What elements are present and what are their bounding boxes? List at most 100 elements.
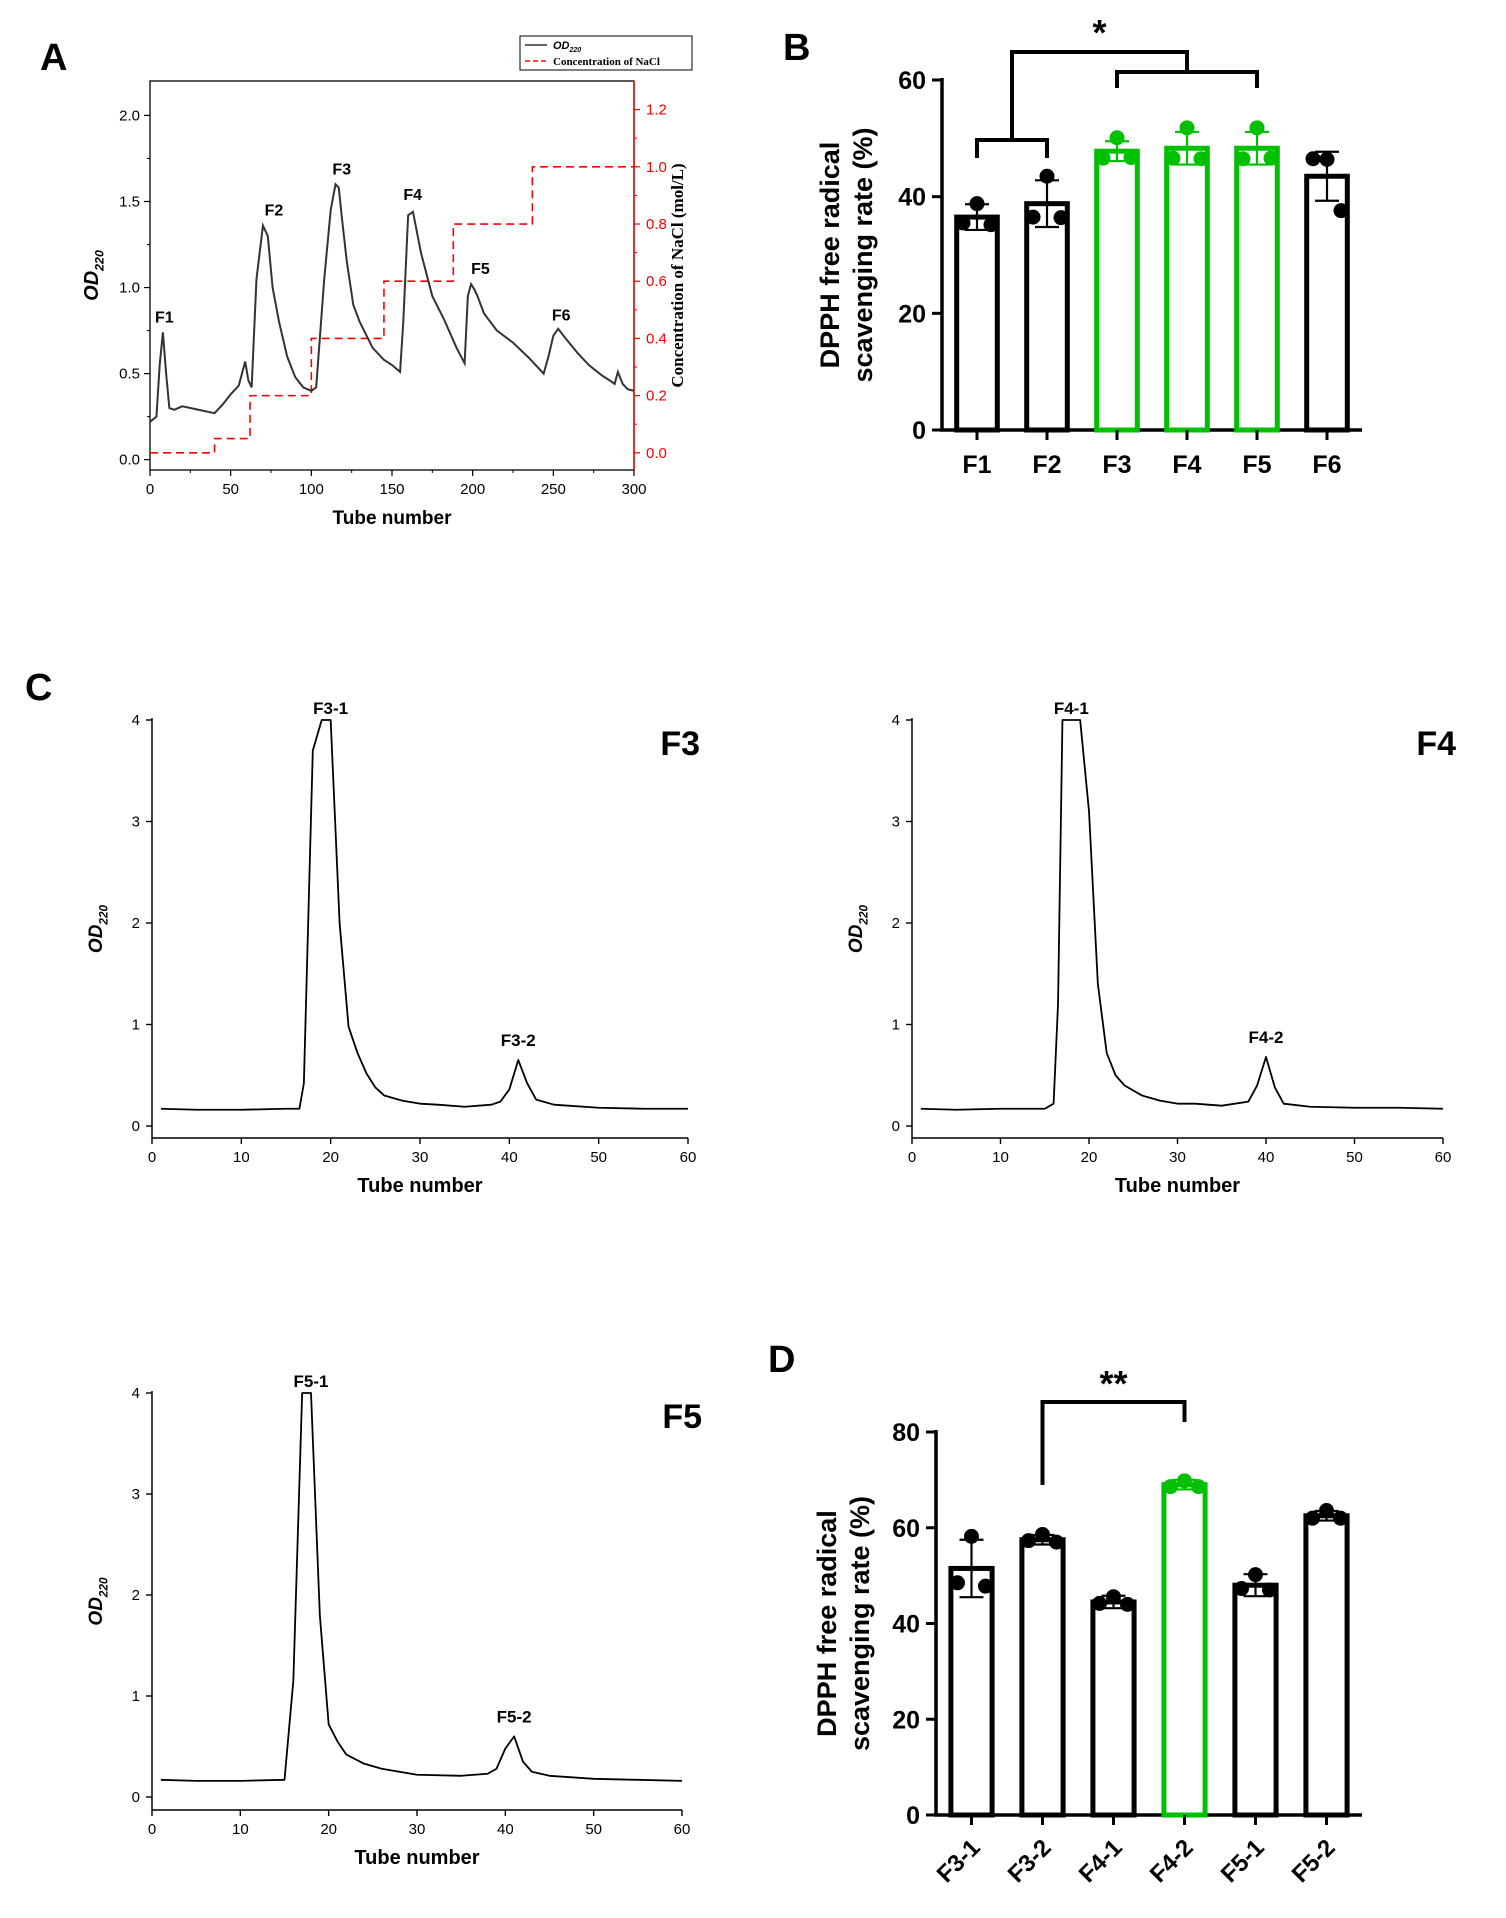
bar [1304, 173, 1350, 433]
data-point [983, 217, 999, 233]
y-tick-label: 2 [892, 915, 900, 932]
x-tick-label: F3-1 [932, 1834, 986, 1888]
fraction-label: F5 [662, 1398, 702, 1436]
x-tick-label: F4-1 [1074, 1834, 1128, 1888]
y2-tick-label: 1.0 [646, 159, 667, 176]
x-tick-label: 20 [320, 1821, 337, 1838]
significance-mark: ** [1099, 1363, 1127, 1404]
data-point [1025, 209, 1041, 225]
bar [1090, 1599, 1137, 1818]
x-tick-label: 50 [585, 1821, 602, 1838]
peak-label: F3-2 [501, 1031, 536, 1050]
significance-mark: * [1092, 12, 1106, 53]
y-tick-label: 0.0 [119, 452, 140, 469]
data-point [1333, 203, 1349, 219]
legend-label-od: OD220 [553, 40, 581, 54]
y-axis-title: DPPH free radical scavenging rate (%) [812, 1496, 875, 1751]
x-tick-label: 250 [541, 481, 566, 498]
y-tick-label: 0 [906, 1802, 920, 1830]
data-point [1262, 1582, 1277, 1598]
peak-label: F5-2 [497, 1707, 532, 1726]
data-point [1165, 150, 1181, 166]
x-tick-label: 20 [1081, 1149, 1098, 1166]
y2-tick-label: 0.6 [646, 273, 667, 290]
bracket-f32-f42 [1040, 1400, 1187, 1485]
x-tick-label: F3 [1102, 451, 1131, 479]
data-point [1092, 1595, 1107, 1611]
x-tick-label: 200 [460, 481, 485, 498]
data-point [950, 1575, 965, 1591]
x-axis-title: Tube number [1115, 1175, 1240, 1197]
data-point [1106, 1589, 1121, 1605]
legend-label-nacl: Concentration of NaCl [553, 56, 660, 68]
peak-label: F4 [403, 187, 422, 204]
x-tick-label: 60 [674, 1821, 691, 1838]
x-tick-label: 40 [501, 1149, 518, 1166]
y2-tick-label: 1.2 [646, 102, 667, 119]
x-tick-label: F2 [1032, 451, 1061, 479]
bar [954, 214, 1000, 433]
x-tick-label: F3-2 [1003, 1834, 1057, 1888]
x-tick-label: 30 [409, 1821, 426, 1838]
y-tick-label: 80 [892, 1419, 920, 1447]
y-tick-label: 0.5 [119, 366, 140, 383]
legend-box [519, 35, 693, 71]
y-tick-label: 0 [132, 1789, 140, 1806]
y-tick-label: 20 [898, 300, 926, 328]
y-axis-title: OD220 [81, 250, 107, 301]
y-tick-label: 1.0 [119, 280, 140, 297]
data-point [1109, 130, 1125, 146]
peak-label: F5-1 [294, 1372, 329, 1391]
data-point [1249, 120, 1265, 136]
x-axis-title: Tube number [357, 1175, 482, 1197]
bar [1164, 145, 1210, 433]
y2-tick-label: 0.0 [646, 445, 667, 462]
data-point [955, 215, 971, 231]
y-tick-label: 2.0 [119, 107, 140, 124]
data-point [1191, 1479, 1206, 1495]
y2-tick-label: 0.8 [646, 216, 667, 233]
x-tick-label: F5 [1242, 451, 1271, 479]
x-tick-label: 50 [222, 481, 239, 498]
bar [1303, 1513, 1350, 1818]
data-point [1120, 1596, 1135, 1612]
data-point [1248, 1567, 1263, 1583]
od220-series-line [160, 1392, 683, 1782]
data-point [1049, 1534, 1064, 1550]
data-point [1305, 1510, 1320, 1526]
data-point [1095, 150, 1111, 166]
data-point [1305, 151, 1321, 167]
peak-label: F2 [265, 203, 284, 220]
bracket-f1-f2 [975, 138, 1049, 158]
y-tick-label: 3 [892, 814, 900, 831]
data-point [964, 1528, 979, 1544]
data-point [1123, 150, 1139, 166]
data-point [978, 1578, 993, 1594]
chart-c-f3: 0 10 20 30 40 50 60 0 1 2 3 4 Tube number OD220 F3-1 F3… [86, 699, 700, 1197]
x-tick-label: 30 [412, 1149, 429, 1166]
x-tick-label: 10 [232, 1821, 249, 1838]
od220-series-line [160, 719, 688, 1111]
y-axis-title: OD220 [846, 904, 870, 953]
peak-label: F3 [332, 161, 351, 178]
x-axis-title: Tube number [354, 1847, 479, 1869]
y-tick-label: 1 [132, 1688, 140, 1705]
data-point [1193, 151, 1209, 167]
data-point [1039, 168, 1055, 184]
x-tick-label: 0 [148, 1149, 156, 1166]
panel-label-d: D [768, 1339, 795, 1381]
bracket-f3-f5 [1115, 70, 1259, 88]
chart-c-f4: 0 10 20 30 40 50 60 0 1 2 3 4 Tube number OD220 F4-1 F4… [846, 699, 1456, 1197]
peak-label: F3-1 [313, 699, 348, 718]
y-tick-label: 1 [892, 1017, 900, 1034]
bar [1024, 201, 1070, 433]
x-tick-label: F6 [1312, 451, 1341, 479]
data-point [1179, 120, 1195, 136]
x-axis-title: Tube number [333, 508, 453, 529]
y2-tick-label: 0.2 [646, 388, 667, 405]
x-tick-label: 300 [621, 481, 646, 498]
y-tick-label: 40 [892, 1611, 920, 1639]
y-tick-label: 4 [892, 712, 900, 729]
data-point [1163, 1479, 1178, 1495]
